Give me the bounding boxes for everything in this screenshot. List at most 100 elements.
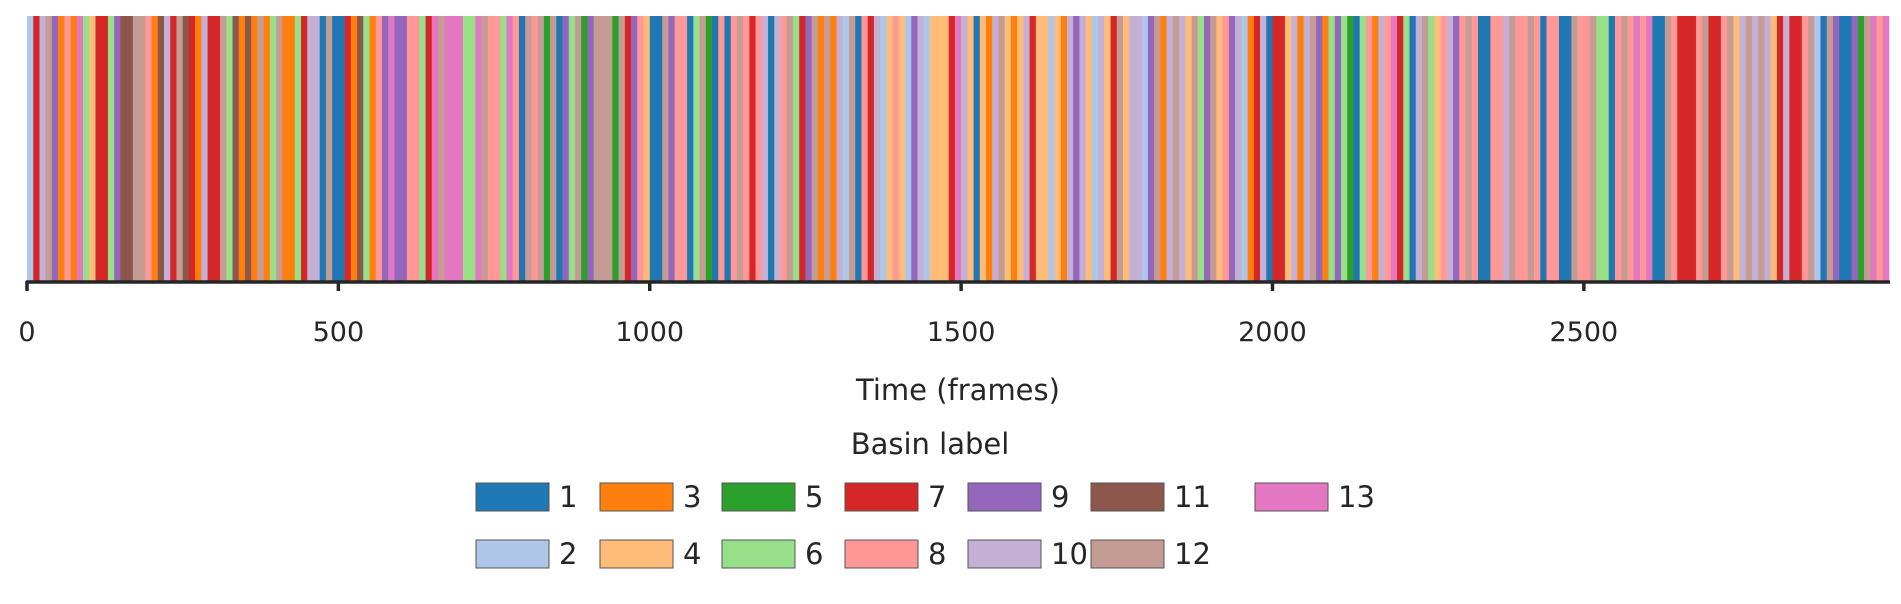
segment-basin-2 <box>1091 16 1099 281</box>
legend-label: 13 <box>1338 480 1375 514</box>
legend-swatch <box>1090 482 1165 512</box>
segment-basin-13 <box>1646 16 1653 281</box>
segment-basin-6 <box>226 16 233 281</box>
segment-basin-4 <box>1054 16 1062 281</box>
segment-basin-12 <box>1621 16 1628 281</box>
segment-basin-12 <box>593 16 613 281</box>
segment-basin-6 <box>462 16 476 281</box>
segment-basin-7 <box>344 16 352 281</box>
segment-basin-9 <box>51 16 59 281</box>
x-tick-label: 500 <box>313 317 365 348</box>
segment-basin-3 <box>1060 16 1068 281</box>
segment-basin-10 <box>961 16 968 281</box>
segment-basin-2 <box>842 16 850 281</box>
legend-label: 5 <box>805 480 823 514</box>
segment-basin-12 <box>1421 16 1429 281</box>
segment-basin-11 <box>244 16 252 281</box>
legend-label: 10 <box>1051 537 1088 571</box>
segment-basin-7 <box>1776 16 1784 281</box>
segment-basin-1 <box>973 16 981 281</box>
segment-basin-8 <box>674 16 688 281</box>
legend-item-5: 5 <box>721 480 823 514</box>
segment-basin-5 <box>612 16 619 281</box>
segment-basin-7 <box>1677 16 1697 281</box>
segment-basin-8 <box>780 16 788 281</box>
segment-basin-1 <box>1558 16 1572 281</box>
segment-basin-5 <box>543 16 551 281</box>
legend-swatch <box>1254 482 1329 512</box>
segment-basin-12 <box>1727 16 1734 281</box>
segment-basin-7 <box>95 16 109 281</box>
segment-basin-12 <box>176 16 183 281</box>
segment-basin-7 <box>1397 16 1404 281</box>
segment-basin-1 <box>1353 16 1360 281</box>
segment-basin-1 <box>855 16 862 281</box>
segment-basin-6 <box>1596 16 1610 281</box>
segment-basin-4 <box>1123 16 1130 281</box>
segment-basin-9 <box>394 16 408 281</box>
segment-basin-4 <box>1104 16 1111 281</box>
legend-label: 8 <box>928 537 946 571</box>
segment-basin-7 <box>207 16 221 281</box>
legend-swatch <box>599 539 674 569</box>
segment-basin-12 <box>325 16 333 281</box>
segment-basin-4 <box>898 16 906 281</box>
segment-basin-12 <box>1745 16 1753 281</box>
legend-item-1: 1 <box>475 480 577 514</box>
segment-basin-12 <box>1154 16 1161 281</box>
segment-basin-10 <box>1783 16 1790 281</box>
segment-basin-12 <box>257 16 264 281</box>
legend-swatch <box>475 539 550 569</box>
segment-basin-8 <box>1365 16 1373 281</box>
segment-basin-12 <box>525 16 532 281</box>
segment-basin-2 <box>1141 16 1149 281</box>
legend-item-11: 11 <box>1090 480 1211 514</box>
segment-basin-5 <box>581 16 588 281</box>
segment-basin-9 <box>1851 16 1859 281</box>
segment-basin-6 <box>83 16 90 281</box>
x-tick-label: 2000 <box>1238 317 1307 348</box>
segment-basin-8 <box>1720 16 1728 281</box>
segment-basin-12 <box>811 16 819 281</box>
segment-basin-1 <box>1266 16 1273 281</box>
segment-basin-6 <box>568 16 576 281</box>
legend-item-8: 8 <box>844 537 946 571</box>
segment-basin-7 <box>301 16 308 281</box>
segment-basin-2 <box>1048 16 1055 281</box>
segment-basin-12 <box>849 16 856 281</box>
segment-basin-12 <box>438 16 445 281</box>
segment-basin-8 <box>1440 16 1448 281</box>
segment-basin-10 <box>39 16 46 281</box>
segment-basin-8 <box>1459 16 1466 281</box>
segment-basin-1 <box>687 16 694 281</box>
x-tick-label: 2500 <box>1549 317 1618 348</box>
segment-basin-1 <box>1409 16 1417 281</box>
segment-basin-8 <box>64 16 71 281</box>
segment-basin-9 <box>562 16 570 281</box>
segment-basin-4 <box>1216 16 1223 281</box>
segment-basin-3 <box>986 16 993 281</box>
segment-basin-6 <box>294 16 302 281</box>
segment-basin-12 <box>575 16 582 281</box>
segment-basin-8 <box>1222 16 1230 281</box>
segment-basin-12 <box>550 16 557 281</box>
segment-basin-8 <box>892 16 900 281</box>
legend-label: 9 <box>1051 480 1069 514</box>
segment-basin-12 <box>998 16 1006 281</box>
segment-basin-8 <box>1627 16 1634 281</box>
segment-basin-3 <box>817 16 825 281</box>
segment-basin-11 <box>357 16 364 281</box>
segment-basin-3 <box>1372 16 1379 281</box>
segment-basin-13 <box>76 16 84 281</box>
legend-label: 4 <box>683 537 701 571</box>
legend-item-3: 3 <box>599 480 701 514</box>
segment-basin-4 <box>886 16 893 281</box>
segment-basin-1 <box>319 16 327 281</box>
segment-basin-7 <box>948 16 956 281</box>
segment-basin-3 <box>1322 16 1329 281</box>
segment-basin-12 <box>1527 16 1535 281</box>
segment-basin-7 <box>1272 16 1286 281</box>
legend-item-6: 6 <box>721 537 823 571</box>
segment-basin-6 <box>792 16 800 281</box>
segment-basin-8 <box>531 16 538 281</box>
